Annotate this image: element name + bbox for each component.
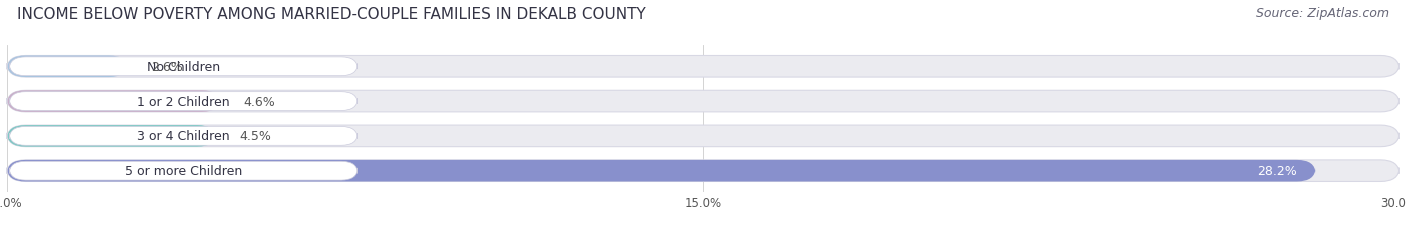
FancyBboxPatch shape xyxy=(7,91,1399,112)
Text: 3 or 4 Children: 3 or 4 Children xyxy=(136,130,229,143)
FancyBboxPatch shape xyxy=(7,91,221,112)
Text: 28.2%: 28.2% xyxy=(1257,164,1296,177)
Text: 1 or 2 Children: 1 or 2 Children xyxy=(136,95,229,108)
Text: 4.5%: 4.5% xyxy=(239,130,271,143)
Text: 5 or more Children: 5 or more Children xyxy=(125,164,242,177)
FancyBboxPatch shape xyxy=(7,125,1399,147)
Text: 2.6%: 2.6% xyxy=(150,61,183,73)
Text: Source: ZipAtlas.com: Source: ZipAtlas.com xyxy=(1256,7,1389,20)
Text: INCOME BELOW POVERTY AMONG MARRIED-COUPLE FAMILIES IN DEKALB COUNTY: INCOME BELOW POVERTY AMONG MARRIED-COUPL… xyxy=(17,7,645,22)
FancyBboxPatch shape xyxy=(10,161,357,180)
FancyBboxPatch shape xyxy=(10,92,357,111)
FancyBboxPatch shape xyxy=(7,125,217,147)
FancyBboxPatch shape xyxy=(10,58,357,76)
FancyBboxPatch shape xyxy=(7,56,1399,78)
FancyBboxPatch shape xyxy=(7,160,1316,182)
FancyBboxPatch shape xyxy=(7,56,128,78)
Text: 4.6%: 4.6% xyxy=(243,95,276,108)
Text: No Children: No Children xyxy=(146,61,219,73)
FancyBboxPatch shape xyxy=(10,127,357,146)
FancyBboxPatch shape xyxy=(7,160,1399,182)
